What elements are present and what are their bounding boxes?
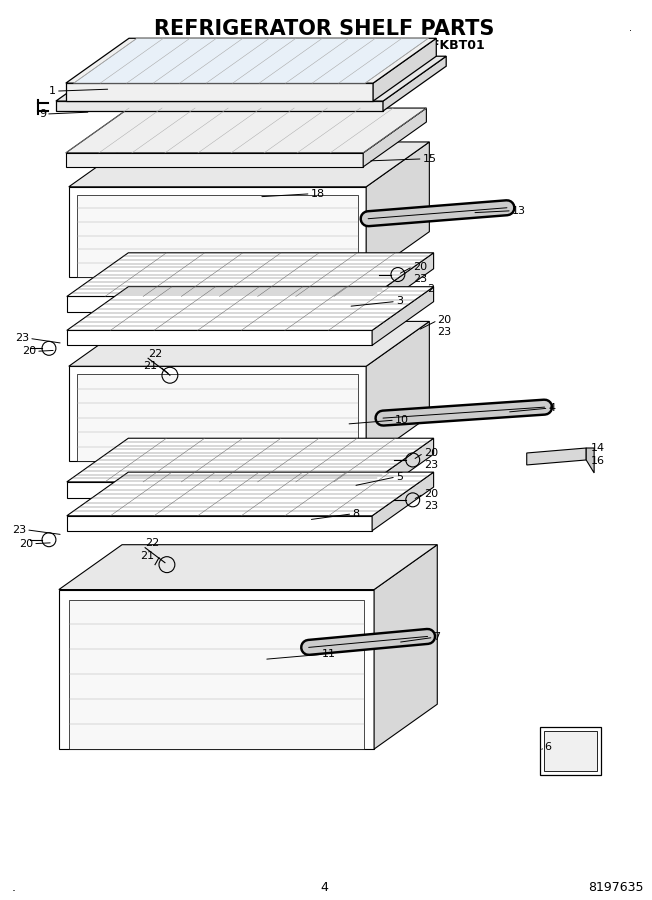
Text: 3: 3 [396,296,403,307]
Polygon shape [366,142,430,276]
Text: 9: 9 [39,109,46,119]
Text: 4: 4 [548,403,556,413]
Text: 13: 13 [512,206,526,216]
Polygon shape [59,544,437,590]
Polygon shape [372,287,434,346]
Polygon shape [77,194,358,276]
Polygon shape [66,108,426,153]
Polygon shape [69,366,366,461]
Bar [544,731,597,771]
Polygon shape [69,187,366,276]
Text: .: . [629,23,632,33]
Text: (Biscuit): (Biscuit) [349,54,408,68]
Text: 10: 10 [395,415,409,425]
Polygon shape [66,83,373,101]
Polygon shape [69,321,430,366]
Text: 14: 14 [591,443,605,453]
Text: For Models: KSRD27FKWH01, KSRD27FKBT01: For Models: KSRD27FKWH01, KSRD27FKBT01 [164,40,485,52]
Polygon shape [527,448,586,465]
Text: 23: 23 [12,525,26,535]
Text: 23: 23 [424,460,437,470]
Polygon shape [69,142,430,187]
Polygon shape [67,516,372,531]
Polygon shape [67,296,372,312]
Polygon shape [372,438,434,498]
Polygon shape [374,544,437,749]
Text: 18: 18 [310,189,325,199]
Text: 2: 2 [428,284,435,294]
Text: 23: 23 [424,500,437,511]
Polygon shape [77,374,358,461]
Text: 15: 15 [422,154,437,164]
Text: 23: 23 [413,274,427,284]
Text: 23: 23 [437,328,452,338]
Text: 5: 5 [396,472,403,482]
Polygon shape [59,590,374,749]
Text: 20: 20 [424,489,437,499]
Polygon shape [586,448,594,472]
Polygon shape [67,482,372,498]
Text: 21: 21 [143,361,157,372]
Polygon shape [67,253,434,296]
Text: 20: 20 [437,315,452,326]
Polygon shape [363,108,426,166]
Polygon shape [67,287,434,330]
Text: 4: 4 [321,881,329,894]
Polygon shape [372,253,434,312]
Text: 8: 8 [352,508,359,518]
Polygon shape [67,438,434,482]
Text: 23: 23 [15,333,29,343]
Text: 22: 22 [148,349,162,359]
Polygon shape [67,472,434,516]
Text: 20: 20 [424,448,437,458]
Polygon shape [66,153,363,166]
Polygon shape [366,321,430,461]
Polygon shape [56,101,383,111]
Text: 20: 20 [413,262,427,272]
Polygon shape [373,39,436,101]
Text: (White): (White) [243,54,295,68]
Polygon shape [372,472,434,531]
Text: .: . [11,881,15,894]
Text: 20: 20 [19,539,33,549]
Text: 16: 16 [591,456,605,466]
Polygon shape [67,330,372,346]
Polygon shape [66,39,436,83]
Text: 7: 7 [434,633,441,643]
Text: 1: 1 [49,86,56,96]
Polygon shape [383,56,446,111]
Text: 8197635: 8197635 [588,881,644,894]
Text: 11: 11 [321,650,336,660]
Text: 22: 22 [145,537,159,548]
Polygon shape [69,599,364,749]
Text: 6: 6 [544,742,552,752]
Text: 21: 21 [140,551,155,561]
Polygon shape [56,56,446,101]
Text: REFRIGERATOR SHELF PARTS: REFRIGERATOR SHELF PARTS [155,19,495,40]
Bar [540,727,601,775]
Polygon shape [74,39,428,83]
Text: 20: 20 [22,346,36,356]
